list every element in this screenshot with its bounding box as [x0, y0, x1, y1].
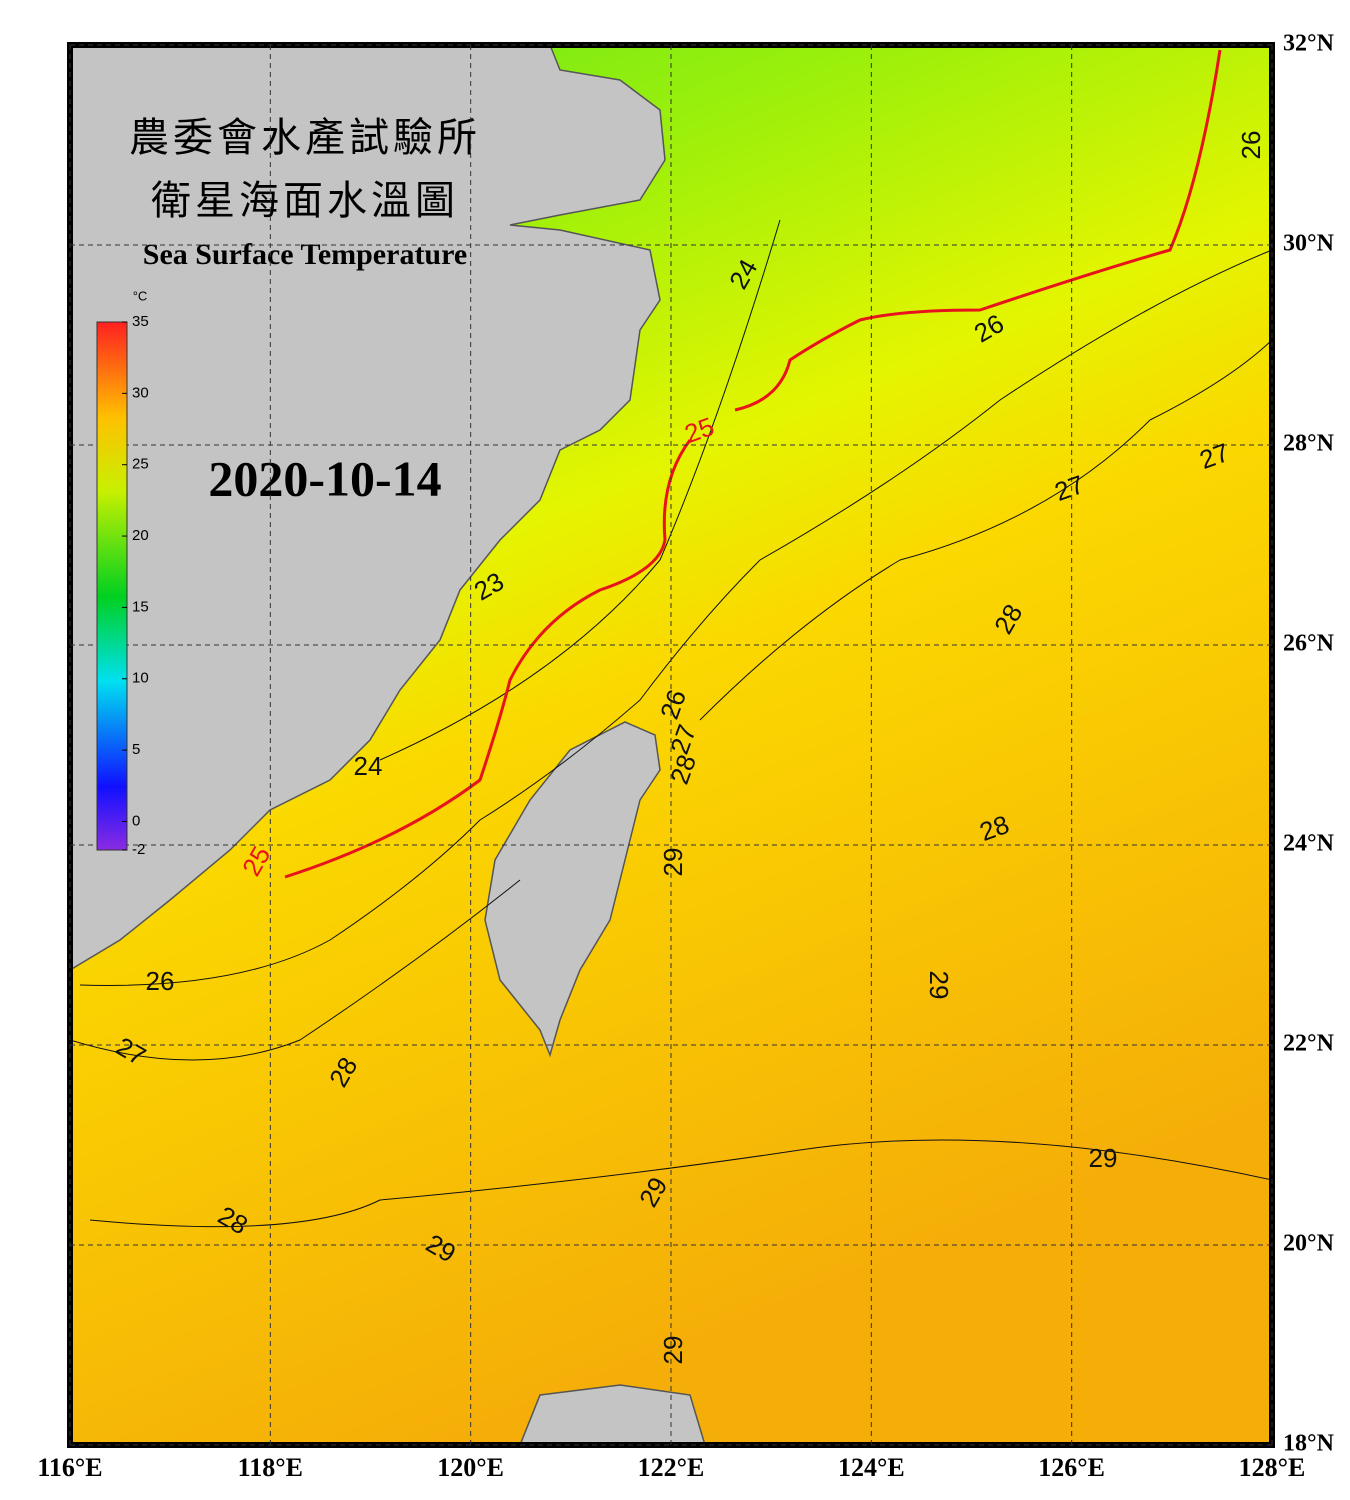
lon-label: 116°E	[37, 1453, 102, 1482]
lon-label: 120°E	[437, 1453, 504, 1482]
china-coast	[70, 45, 666, 971]
colorbar-label: 30	[132, 384, 149, 401]
lat-label: 20°N	[1283, 1231, 1335, 1257]
lon-label: 122°E	[638, 1453, 705, 1482]
lon-label: 124°E	[838, 1453, 905, 1482]
lat-label: 26°N	[1283, 631, 1335, 657]
lat-label: 28°N	[1283, 431, 1335, 457]
colorbar-label: 5	[132, 741, 140, 758]
isotherm	[89, 1139, 1272, 1228]
contour-label: 29	[1089, 1143, 1118, 1173]
colorbar-label: 10	[132, 670, 149, 687]
taiwan	[484, 721, 661, 1058]
lon-label: 126°E	[1038, 1453, 1105, 1482]
lat-label: 18°N	[1283, 1431, 1335, 1457]
contour-label: 29	[658, 1336, 688, 1365]
lat-label: 32°N	[1283, 31, 1335, 57]
colorbar-unit: °C	[133, 288, 148, 303]
map-area	[70, 45, 1272, 1445]
isotherm	[70, 879, 521, 1061]
contour-label: 24	[354, 751, 383, 781]
lon-label: 128°E	[1239, 1453, 1306, 1482]
isotherm	[699, 339, 1272, 721]
colorbar-label: -2	[132, 841, 145, 858]
date: 2020-10-14	[208, 450, 441, 506]
colorbar-label: 20	[132, 527, 149, 544]
isotherm-25	[284, 49, 1222, 879]
colorbar	[96, 321, 128, 851]
title: 農委會水產試驗所	[129, 115, 481, 160]
contour-label: 29	[924, 971, 954, 1000]
lat-label: 30°N	[1283, 231, 1335, 257]
colorbar-label: 25	[132, 456, 149, 473]
colorbar-label: 15	[132, 598, 149, 615]
isotherm	[379, 219, 781, 761]
title: 衛星海面水溫圖	[151, 178, 459, 223]
colorbar-label: 0	[132, 812, 140, 829]
luzon	[519, 1384, 706, 1445]
colorbar-label: 35	[132, 313, 149, 330]
lat-label: 24°N	[1283, 831, 1335, 857]
contour-label: 26	[146, 966, 175, 996]
lat-label: 22°N	[1283, 1031, 1335, 1057]
isotherm	[79, 249, 1272, 986]
lon-label: 118°E	[238, 1453, 303, 1482]
contour-label: 26	[1236, 131, 1266, 160]
subtitle: Sea Surface Temperature	[143, 238, 467, 271]
contour-label: 29	[658, 848, 688, 877]
